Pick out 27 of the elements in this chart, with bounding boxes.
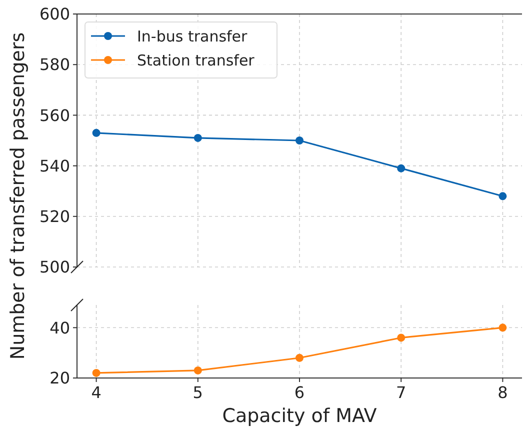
y-tick-label: 580 [39,55,70,74]
x-tick-label: 6 [294,383,305,402]
y-tick-label: 520 [39,207,70,226]
legend-label: Station transfer [137,51,256,70]
y-axis-title: Number of transferred passengers [7,32,29,360]
legend-label: In-bus transfer [137,27,248,46]
point [397,334,406,342]
x-tick-label: 5 [192,383,203,402]
y-tick-label: 560 [39,106,70,125]
point [194,134,202,142]
point [296,136,304,144]
point [498,192,507,200]
y-tick-label: 540 [39,156,70,176]
point [498,324,507,332]
x-tick-label: 4 [91,383,102,402]
point [92,128,100,137]
y-tick-label: 600 [39,4,70,24]
point [92,368,100,377]
y-tick-label: 20 [50,368,70,388]
point [397,164,406,172]
point [296,354,304,362]
x-tick-label: 7 [396,383,406,402]
x-axis-title: Capacity of MAV [222,405,377,427]
point [194,366,202,374]
y-tick-label: 500 [39,258,70,277]
y-tick-label: 40 [50,318,70,338]
x-tick-label: 8 [498,383,508,402]
